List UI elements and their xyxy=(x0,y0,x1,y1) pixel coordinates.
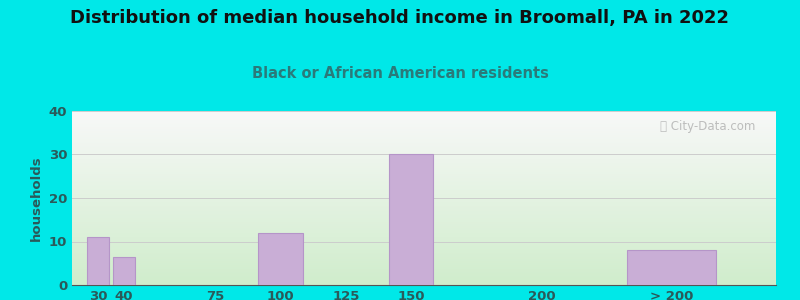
Bar xyxy=(389,154,433,285)
Bar xyxy=(87,237,109,285)
Text: Black or African American residents: Black or African American residents xyxy=(251,66,549,81)
Y-axis label: households: households xyxy=(30,155,43,241)
Bar xyxy=(258,233,302,285)
Text: Distribution of median household income in Broomall, PA in 2022: Distribution of median household income … xyxy=(70,9,730,27)
Bar xyxy=(627,250,716,285)
Bar xyxy=(113,257,135,285)
Text: ⓘ City-Data.com: ⓘ City-Data.com xyxy=(659,120,755,133)
